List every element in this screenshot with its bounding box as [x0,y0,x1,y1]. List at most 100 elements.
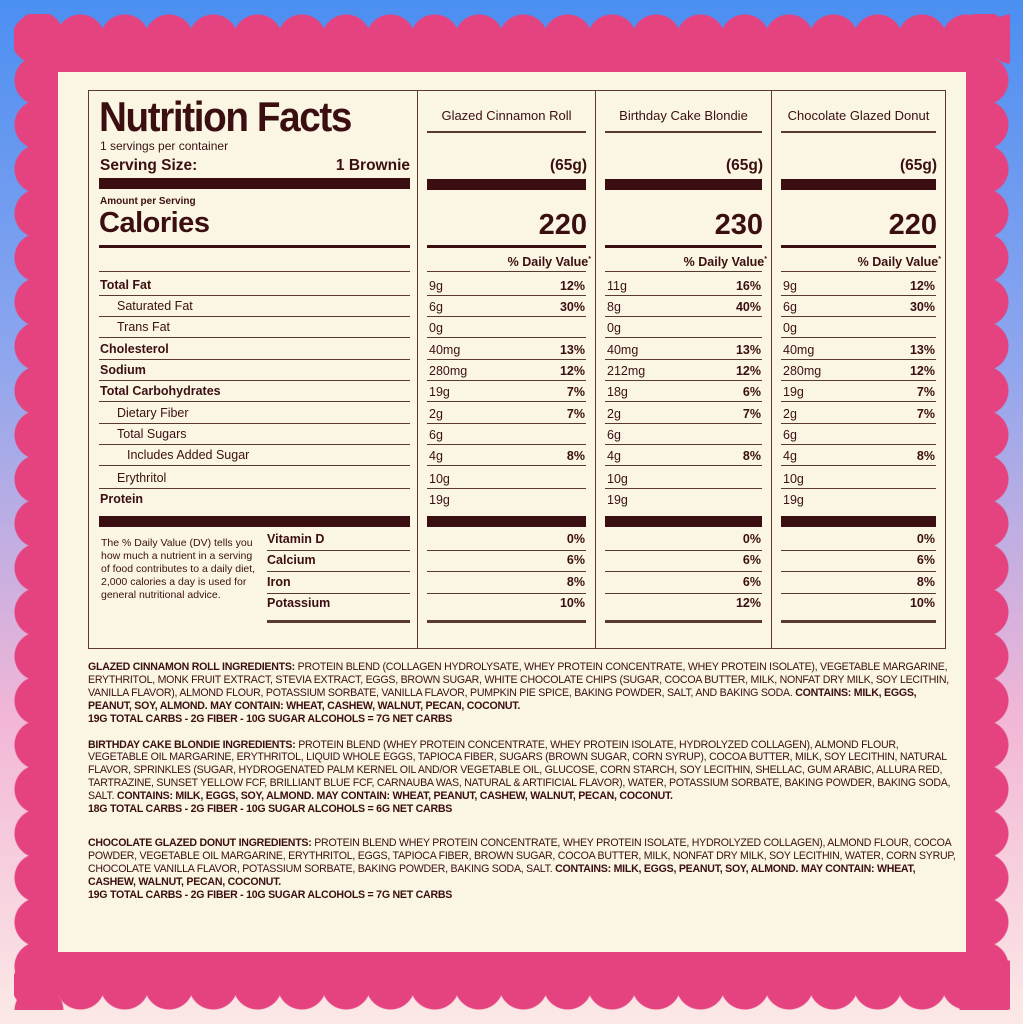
nutrient-amount: 19g [783,493,804,507]
row-divider [781,465,936,466]
daily-value-percent: 6% [742,385,761,399]
row-divider [99,359,410,360]
row-divider [427,593,586,594]
row-divider [427,620,586,623]
product-name: Glazed Cinnamon Roll [441,108,572,123]
nutrient-amount: 2g [607,407,621,421]
ingredients-paragraph: CHOCOLATE GLAZED DONUT INGREDIENTS: PROT… [88,837,958,902]
divider [781,271,936,272]
footnote: The % Daily Value (DV) tells you how muc… [101,537,256,601]
nutrient-amount: 10g [429,472,450,486]
nutrient-label: Cholesterol [100,342,169,356]
allergen-statement: CONTAINS: MILK, EGGS, PEANUT, SOY, ALMON… [88,686,917,712]
row-divider [99,316,410,317]
daily-value-percent: 30% [909,300,935,314]
divider [427,245,586,248]
nutrient-amount: 19g [607,493,628,507]
vitamin-percent: 0% [916,532,935,546]
row-divider [781,444,936,445]
daily-value-percent: 12% [559,279,585,293]
row-divider [99,465,410,466]
nutrient-amount: 10g [783,472,804,486]
scallop-left [14,14,64,1010]
calories-value: 220 [538,209,587,241]
allergen-statement: CONTAINS: MILK, EGGS, PEANUT, SOY, ALMON… [88,862,916,888]
nutrient-amount: 4g [783,449,797,463]
divider [605,245,762,248]
nutrient-amount: 40mg [607,343,639,357]
net-carbs: 19G TOTAL CARBS - 2G FIBER - 10G SUGAR A… [88,712,453,725]
vitamin-label: Iron [267,575,291,589]
vitamin-label: Vitamin D [267,532,325,546]
nutrient-amount: 18g [607,385,628,399]
amount-per-serving: Amount per Serving [100,196,196,207]
serving-size-label: Serving Size: [100,157,198,174]
ingredients-section: GLAZED CINNAMON ROLL INGREDIENTS: PROTEI… [88,661,958,902]
dv-header-text: % Daily Value [507,255,589,269]
nutrient-label: Saturated Fat [117,299,193,313]
nutrient-label: Total Carbohydrates [100,384,221,398]
divider [99,271,410,272]
ingredients-heading: GLAZED CINNAMON ROLL INGREDIENTS: [88,661,295,673]
ingredients-list: PROTEIN BLEND (WHEY PROTEIN CONCENTRATE,… [88,738,951,803]
vitamin-label: Calcium [267,553,316,567]
scallop-top [14,14,1010,64]
nutrient-amount: 6g [429,428,443,442]
row-divider [605,337,762,338]
row-divider [267,620,410,623]
nutrient-label: Total Sugars [117,427,187,441]
daily-value-percent: 7% [742,407,761,421]
nutrient-amount: 11g [607,279,627,293]
scallop-bottom [14,960,1010,1010]
product-name: Birthday Cake Blondie [619,108,748,123]
row-divider [781,316,936,317]
daily-value-percent: 40% [735,300,761,314]
dv-header-text: % Daily Value [683,255,765,269]
allergen-statement: CONTAINS: MILK, EGGS, SOY, ALMOND. MAY C… [116,790,673,803]
nutrient-amount: 19g [429,385,450,399]
nutrient-amount: 19g [783,385,804,399]
ingredients-paragraph: BIRTHDAY CAKE BLONDIE INGREDIENTS: PROTE… [88,739,958,816]
row-divider [427,423,586,424]
vitamin-percent: 6% [916,553,935,567]
row-divider [99,444,410,445]
nutrient-amount: 212mg [607,364,646,378]
dv-asterisk: * [938,255,941,263]
row-divider [781,359,936,360]
vitamin-percent: 8% [566,575,585,589]
nutrient-amount: 280mg [783,364,822,378]
row-divider [781,550,936,551]
net-carbs: 18G TOTAL CARBS - 2G FIBER - 10G SUGAR A… [88,803,453,816]
thick-divider [427,179,586,190]
net-carbs: 19G TOTAL CARBS - 2G FIBER - 10G SUGAR A… [88,888,453,901]
row-divider [605,423,762,424]
daily-value-percent: 8% [566,449,585,463]
nutrient-amount: 0g [783,321,797,335]
servings-per-container: 1 servings per container [100,139,229,153]
thick-divider [781,516,936,527]
row-divider [427,316,586,317]
row-divider [781,295,936,296]
thick-divider [99,178,410,189]
nutrient-label: Protein [100,492,144,506]
row-divider [427,359,586,360]
row-divider [605,488,762,489]
daily-value-percent: 7% [566,407,585,421]
serving-weight: (65g) [549,157,587,174]
row-divider [427,337,586,338]
nutrient-amount: 6g [783,428,797,442]
product-column-box [771,90,946,649]
dv-header-text: % Daily Value [857,255,939,269]
row-divider [605,359,762,360]
vitamin-percent: 6% [566,553,585,567]
row-divider [267,571,410,572]
divider [781,245,936,248]
ingredients-heading: BIRTHDAY CAKE BLONDIE INGREDIENTS: [88,738,296,751]
label-panel [58,72,966,952]
daily-value-percent: 8% [742,449,761,463]
daily-value-header: % Daily Value* [858,255,941,269]
product-name: Chocolate Glazed Donut [787,108,930,123]
daily-value-percent: 12% [909,364,935,378]
nutrient-label: Trans Fat [117,320,171,334]
divider [781,131,936,133]
